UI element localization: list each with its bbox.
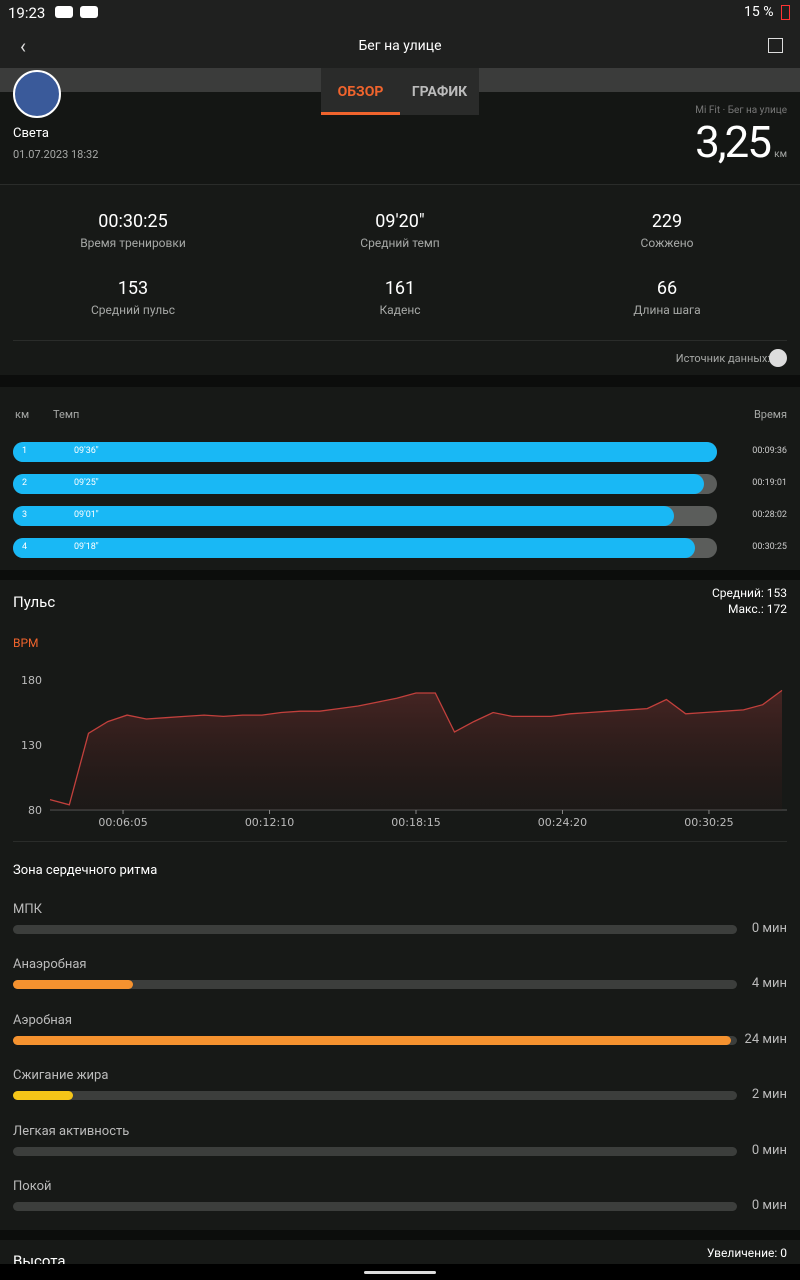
tabs: ОБЗОР ГРАФИК: [321, 68, 479, 115]
zone-name: Анаэробная: [13, 957, 87, 973]
source-icon: [769, 349, 787, 367]
zone-name: Аэробная: [13, 1012, 72, 1028]
y-tick-label: 130: [21, 739, 42, 752]
divider: [0, 184, 800, 185]
stat-value: 229: [651, 211, 683, 232]
distance-unit: км: [774, 149, 787, 160]
x-tick-label: 00:24:20: [538, 816, 587, 829]
average: Средний: 153: [711, 586, 787, 600]
pace-bar: [13, 442, 717, 462]
zone-bar: [13, 1091, 73, 1101]
date: 01.07.2023 18:32: [13, 148, 99, 161]
stat-value: 66: [656, 278, 678, 299]
x-tick-label: 00:18:15: [391, 816, 440, 829]
max: Макс.: 172: [728, 602, 787, 616]
zone-track: [13, 1202, 737, 1211]
unit: BPM: [13, 636, 39, 650]
y-tick-label: 180: [21, 674, 42, 687]
stats: Источник данных: 00:30:25 Время тренировк…: [0, 185, 800, 375]
zone-duration: 0 мин: [751, 921, 787, 936]
stat-label: Каденс: [379, 303, 421, 317]
data-source: Источник данных:: [675, 352, 770, 365]
zone-duration: 24 мин: [744, 1031, 787, 1047]
share-button[interactable]: [768, 38, 783, 53]
col-header: Темп: [53, 408, 80, 421]
top-bar: 19:23 15 % ‹ Бег на улице: [0, 0, 800, 68]
avatar: [13, 70, 61, 118]
x-tick-label: 00:30:25: [684, 816, 733, 829]
pace: 09'18": [74, 542, 99, 552]
user-name: Света: [13, 126, 49, 141]
stat-value: 00:30:25: [98, 211, 168, 232]
hr-area: [50, 690, 782, 810]
zone-name: Покой: [13, 1179, 52, 1194]
distance: 3,25: [695, 116, 772, 168]
divider: [13, 841, 787, 842]
zone-duration: 0 мин: [751, 1142, 787, 1158]
battery: 15 %: [744, 4, 774, 20]
tab[interactable]: ОБЗОР: [337, 84, 384, 100]
zone-name: Сжигание жира: [13, 1068, 109, 1084]
zone-track: [13, 1146, 737, 1156]
x-tick-label: 00:12:10: [245, 816, 294, 829]
zone-bar: [13, 1035, 731, 1045]
section-title: Пульс: [13, 593, 56, 611]
split-time: 00:28:02: [752, 510, 787, 520]
stat-label: Средний темп: [360, 236, 440, 250]
divider: [13, 340, 787, 341]
page-title: Бег на улице: [358, 38, 442, 54]
heart-rate: Пульс Средний: 153 Макс.: 172 BPM 80 130 1…: [0, 580, 800, 1230]
source: Mi Fit · Бег на улице: [695, 105, 787, 116]
km: 2: [22, 478, 28, 488]
split-time: 00:09:36: [752, 446, 787, 456]
yt-icon: [55, 6, 73, 18]
stat-label: Сожжено: [640, 236, 694, 250]
stat-label: Длина шага: [633, 303, 701, 317]
km: 4: [22, 542, 28, 552]
altitude: Высота Увеличение: 0: [0, 1240, 800, 1280]
gain: Увеличение: 0: [706, 1246, 787, 1260]
splits: км Темп Время 1 09'36" 00:09:36 2 09'25" 00:1…: [0, 387, 800, 570]
km: 3: [22, 510, 28, 520]
yt-icon: [80, 6, 98, 18]
tab[interactable]: ГРАФИК: [411, 84, 468, 100]
pace: 09'36": [74, 446, 99, 456]
home-indicator: [364, 1271, 436, 1274]
zone-track: [13, 925, 737, 934]
battery-icon: [781, 5, 790, 20]
stat-value: 09'20": [375, 211, 425, 232]
pace-bar: [13, 474, 704, 494]
y-tick-label: 80: [28, 804, 42, 817]
col-header: Время: [753, 408, 787, 421]
split-time: 00:30:25: [752, 542, 787, 552]
x-tick-label: 00:06:05: [98, 816, 147, 829]
pace-bar: [13, 506, 675, 526]
stat-label: Время тренировки: [80, 236, 186, 250]
hr-chart: 80 130 180 00:06:05 00:12:10 00:18:15 00:24:20…: [21, 674, 787, 829]
stat-value: 161: [384, 278, 416, 299]
hr-line: [49, 689, 783, 806]
zone-duration: 0 мин: [751, 1198, 787, 1213]
zone-bar: [13, 980, 133, 990]
km: 1: [22, 446, 28, 456]
col-header: км: [15, 408, 30, 421]
back-button[interactable]: ‹: [20, 34, 27, 58]
pace: 09'25": [74, 478, 99, 488]
zone-duration: 2 мин: [751, 1087, 787, 1103]
zone-name: МПК: [13, 902, 42, 917]
pace-bar: [13, 538, 695, 558]
pace: 09'01": [74, 510, 99, 520]
section-title: Зона сердечного ритма: [13, 863, 158, 878]
tab-indicator: [321, 112, 400, 115]
zone-track: [13, 980, 737, 990]
stat-label: Средний пульс: [91, 303, 175, 317]
clock: 19:23: [8, 4, 46, 22]
stat-value: 153: [117, 278, 149, 299]
zone-duration: 4 мин: [751, 976, 787, 992]
zone-track: [13, 1091, 737, 1101]
split-time: 00:19:01: [752, 478, 787, 488]
zone-name: Легкая активность: [13, 1123, 130, 1139]
